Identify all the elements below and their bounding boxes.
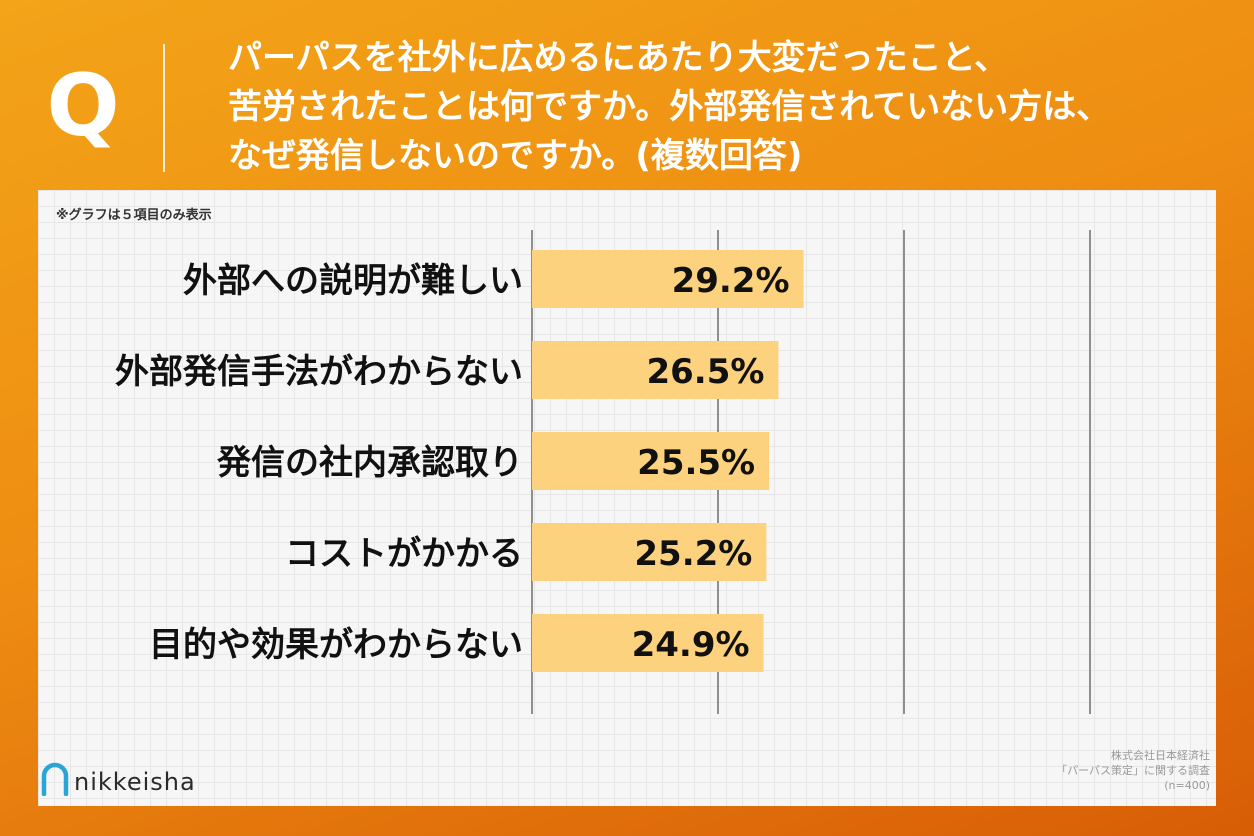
question-line-3: なぜ発信しないのですか。(複数回答) xyxy=(228,136,803,176)
category-label: 発信の社内承認取り xyxy=(217,443,523,483)
question-line-2: 苦労されたことは何ですか。外部発信されていない方は、 xyxy=(228,87,1111,127)
bar xyxy=(532,250,804,308)
value-label: 25.5% xyxy=(637,443,755,483)
header-divider xyxy=(163,44,165,172)
category-label: 外部発信手法がわからない xyxy=(115,352,523,392)
bar xyxy=(532,341,779,399)
nikkeisha-logo-icon xyxy=(41,762,69,796)
bar xyxy=(532,432,770,490)
logo-text: nikkeisha xyxy=(74,768,196,796)
bar xyxy=(532,523,767,581)
value-label: 24.9% xyxy=(632,625,750,665)
category-label: コストがかかる xyxy=(285,534,523,574)
chart-note: ※グラフは５項目のみ表示 xyxy=(56,208,212,223)
source-line-1: 株式会社日本経済社 xyxy=(1111,749,1210,762)
source-line-3: (n=400) xyxy=(1164,779,1210,792)
category-label: 目的や効果がわからない xyxy=(149,625,523,665)
bar xyxy=(532,614,764,672)
question-text: パーパスを社外に広めるにあたり大変だったこと、 苦労されたことは何ですか。外部発… xyxy=(228,34,1228,181)
value-label: 29.2% xyxy=(672,261,790,301)
category-label: 外部への説明が難しい xyxy=(183,261,523,301)
q-label: Q xyxy=(46,56,120,156)
value-label: 26.5% xyxy=(646,352,764,392)
question-line-1: パーパスを社外に広めるにあたり大変だったこと、 xyxy=(228,38,1009,78)
value-label: 25.2% xyxy=(634,534,752,574)
source-note: 株式会社日本経済社 「パーパス策定」に関する調査 (n=400) xyxy=(950,748,1210,793)
source-line-2: 「パーパス策定」に関する調査 xyxy=(1056,764,1210,777)
